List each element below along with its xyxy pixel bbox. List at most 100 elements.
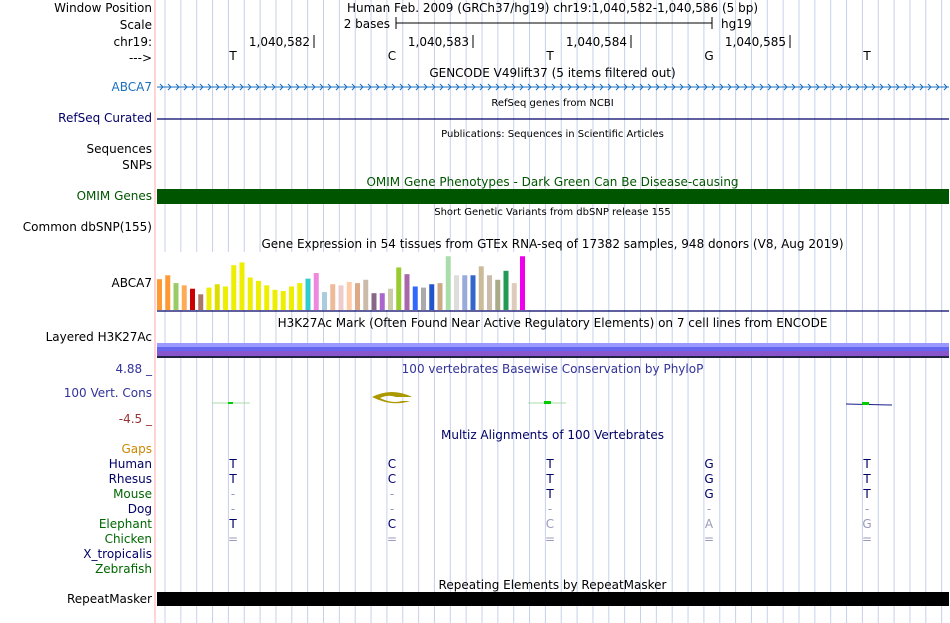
species-label-dog[interactable]: Dog	[127, 502, 152, 516]
alignment-base-dog-1: -	[230, 502, 236, 516]
gtex-bar-7[interactable]	[206, 287, 212, 310]
gaps-label[interactable]: Gaps	[121, 442, 152, 456]
alignment-base-dog-2: -	[389, 502, 395, 516]
gtex-bar-8[interactable]	[214, 284, 220, 310]
gtex-bar-35[interactable]	[437, 283, 443, 310]
base-4: G	[704, 49, 714, 63]
phylop-signal[interactable]	[212, 392, 893, 406]
gtex-bar-12[interactable]	[247, 277, 253, 310]
dbsnp-title[interactable]: Short Genetic Variants from dbSNP releas…	[434, 207, 671, 218]
gtex-bar-23[interactable]	[338, 285, 344, 310]
alignment-base-elephant-4: A	[704, 517, 714, 531]
gtex-bar-28[interactable]	[379, 293, 385, 310]
gtex-expression-bars[interactable]	[157, 252, 537, 310]
gtex-bar-5[interactable]	[190, 288, 195, 310]
gtex-bar-17[interactable]	[289, 286, 294, 310]
gtex-bar-41[interactable]	[487, 275, 492, 310]
gtex-bar-15[interactable]	[272, 289, 278, 310]
gtex-bar-32[interactable]	[412, 286, 418, 310]
multiz-title[interactable]: Multiz Alignments of 100 Vertebrates	[440, 428, 665, 442]
gtex-bar-2[interactable]	[165, 275, 171, 310]
gtex-bar-1[interactable]	[157, 279, 162, 310]
gtex-bar-27[interactable]	[371, 293, 377, 310]
gtex-bar-45[interactable]	[520, 256, 525, 310]
species-label-human[interactable]: Human	[108, 457, 152, 471]
gtex-bar-42[interactable]	[495, 279, 501, 310]
publications-title[interactable]: Publications: Sequences in Scientific Ar…	[441, 129, 664, 140]
h3k27ac-title[interactable]: H3K27Ac Mark (Often Found Near Active Re…	[277, 316, 828, 330]
alignment-base-chicken-1: =	[227, 532, 239, 546]
gtex-bar-26[interactable]	[363, 279, 369, 310]
gene-label-abca7[interactable]: ABCA7	[111, 80, 152, 94]
alignment-base-rhesus-2: C	[387, 472, 397, 486]
phylop-min-label: -4.5 _	[118, 412, 152, 426]
gtex-bar-10[interactable]	[231, 265, 237, 310]
gtex-bar-21[interactable]	[322, 292, 327, 310]
gtex-bar-22[interactable]	[330, 284, 336, 310]
common-dbsnp-label[interactable]: Common dbSNP(155)	[22, 220, 152, 234]
refseq-title[interactable]: RefSeq genes from NCBI	[491, 98, 614, 109]
alignment-base-chicken-3: =	[544, 532, 556, 546]
gtex-bar-40[interactable]	[478, 266, 484, 310]
gtex-bar-31[interactable]	[404, 274, 410, 310]
gtex-bar-20[interactable]	[313, 273, 319, 310]
gtex-bar-36[interactable]	[445, 256, 451, 310]
vert-cons-label[interactable]: 100 Vert. Cons	[63, 386, 152, 400]
abca7-gene-feature[interactable]	[157, 83, 949, 91]
gtex-bar-33[interactable]	[421, 287, 426, 310]
gtex-bar-34[interactable]	[429, 284, 435, 310]
gtex-bar-30[interactable]	[396, 267, 402, 310]
gtex-bar-25[interactable]	[355, 283, 360, 310]
alignment-base-rhesus-5: T	[863, 472, 871, 486]
alignment-base-dog-4: -	[706, 502, 712, 516]
gtex-title[interactable]: Gene Expression in 54 tissues from GTEx …	[261, 237, 844, 251]
gtex-bar-29[interactable]	[388, 288, 393, 310]
layered-h3k27ac-label[interactable]: Layered H3K27Ac	[45, 330, 152, 344]
species-label-zebrafish[interactable]: Zebrafish	[95, 562, 152, 576]
gtex-bar-9[interactable]	[223, 286, 228, 310]
gtex-gene-label[interactable]: ABCA7	[111, 276, 152, 290]
gtex-bar-24[interactable]	[346, 282, 352, 310]
omim-genes-label[interactable]: OMIM Genes	[76, 189, 152, 203]
repeatmasker-title[interactable]: Repeating Elements by RepeatMasker	[438, 578, 667, 592]
species-label-rhesus[interactable]: Rhesus	[108, 472, 152, 486]
species-label-mouse[interactable]: Mouse	[113, 487, 152, 501]
h3k27ac-signal[interactable]	[157, 343, 949, 358]
gtex-bar-13[interactable]	[256, 280, 261, 310]
gtex-bar-6[interactable]	[198, 294, 204, 310]
omim-gene-bar[interactable]	[157, 189, 949, 204]
repeatmasker-label[interactable]: RepeatMasker	[66, 592, 152, 606]
ruler-tick-marks	[313, 35, 791, 48]
gtex-bar-3[interactable]	[173, 283, 179, 310]
assembly-label: hg19	[721, 17, 752, 31]
gtex-bar-37[interactable]	[454, 275, 459, 310]
species-label-elephant[interactable]: Elephant	[98, 517, 152, 531]
alignment-base-human-4: G	[704, 457, 714, 471]
alignment-base-human-2: C	[387, 457, 397, 471]
species-label-x-tropicalis[interactable]: X_tropicalis	[83, 547, 152, 561]
gtex-bar-4[interactable]	[181, 285, 187, 310]
gtex-bar-44[interactable]	[511, 283, 517, 310]
scale-text: 2 bases	[343, 17, 390, 31]
omim-title[interactable]: OMIM Gene Phenotypes - Dark Green Can Be…	[366, 175, 739, 189]
gtex-bar-14[interactable]	[264, 285, 270, 310]
gtex-bar-18[interactable]	[297, 283, 303, 310]
repeatmasker-bar[interactable]	[157, 592, 949, 606]
species-label-chicken[interactable]: Chicken	[104, 532, 152, 546]
phylop-title[interactable]: 100 vertebrates Basewise Conservation by…	[401, 362, 704, 376]
gtex-bar-43[interactable]	[503, 270, 509, 310]
gtex-bar-38[interactable]	[462, 275, 468, 310]
gtex-bar-19[interactable]	[305, 278, 311, 310]
alignment-base-elephant-3: C	[545, 517, 555, 531]
sequences-label[interactable]: Sequences	[86, 142, 152, 156]
alignment-base-mouse-4: G	[704, 487, 714, 501]
snps-label[interactable]: SNPs	[122, 158, 152, 172]
gtex-bar-39[interactable]	[470, 275, 476, 310]
alignment-base-dog-3: -	[547, 502, 553, 516]
gencode-title[interactable]: GENCODE V49lift37 (5 items filtered out)	[429, 66, 676, 80]
strand-label[interactable]: --->	[128, 51, 152, 65]
gtex-bar-16[interactable]	[280, 290, 286, 310]
gtex-bar-11[interactable]	[239, 262, 245, 310]
refseq-curated-label[interactable]: RefSeq Curated	[58, 111, 152, 125]
